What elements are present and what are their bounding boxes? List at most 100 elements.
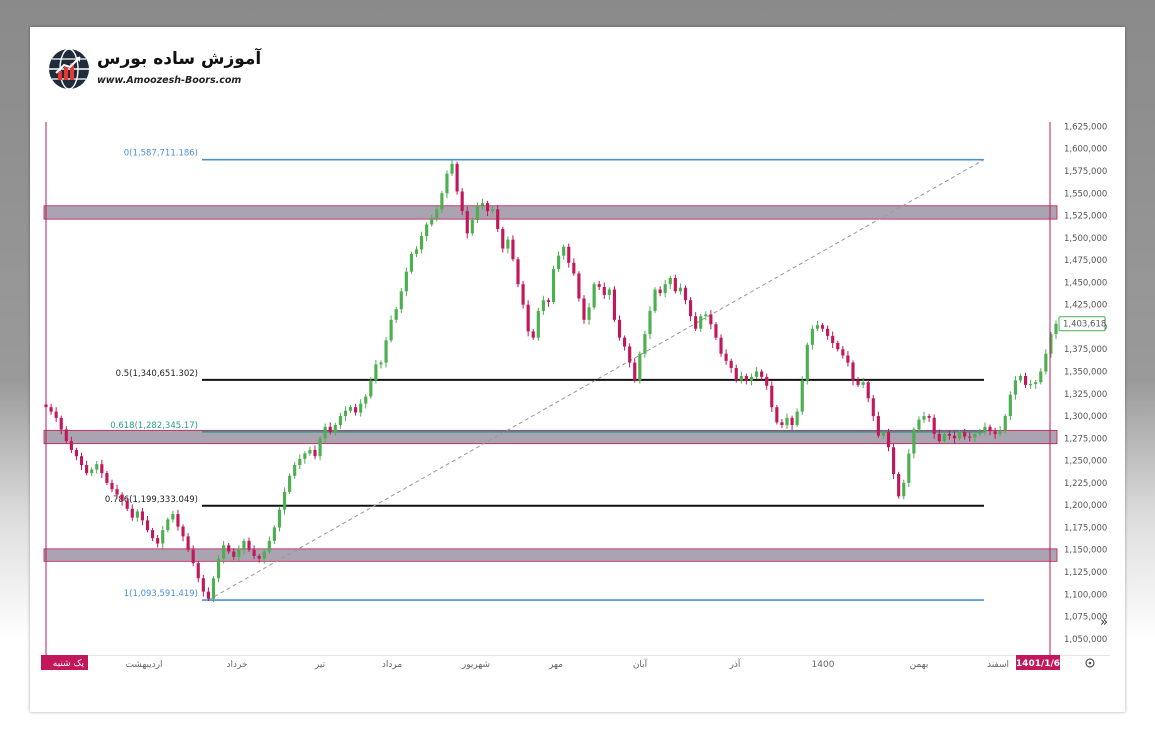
candlestick-series — [44, 159, 1058, 602]
double-chevron-right-icon[interactable]: » — [1100, 615, 1108, 630]
candle-body — [282, 491, 287, 510]
candle-body — [480, 203, 485, 206]
candle-body — [145, 520, 150, 531]
candle-body — [582, 298, 586, 320]
candle-body — [369, 380, 373, 397]
candle-body — [810, 328, 814, 345]
candle-body — [749, 376, 754, 381]
candle-body — [475, 205, 479, 221]
candle-body — [100, 464, 104, 474]
candle-body — [69, 441, 73, 450]
candle-body — [912, 429, 916, 454]
y-tick-label: 1,125,000 — [1064, 568, 1107, 578]
candle-body — [922, 416, 926, 420]
candle-body — [364, 396, 368, 404]
candle-body — [110, 482, 114, 490]
candle-body — [744, 375, 748, 381]
candle-body — [455, 163, 459, 192]
candle-body — [668, 277, 672, 285]
candle-body — [800, 380, 804, 412]
candle-body — [354, 407, 358, 413]
candle-body — [186, 536, 190, 550]
candle-body — [770, 385, 774, 408]
candle-body — [1003, 416, 1007, 431]
candle-body — [1044, 353, 1048, 372]
candle-body — [156, 538, 160, 544]
gear-center-icon — [1088, 661, 1092, 665]
candle-body — [917, 419, 921, 430]
candle-body — [633, 362, 637, 381]
candle-body — [572, 262, 576, 274]
candle-body — [541, 300, 545, 311]
candle-body — [394, 309, 398, 320]
candle-body — [841, 349, 845, 356]
candle-body — [267, 540, 271, 552]
candle-body — [587, 307, 591, 320]
candle-body — [694, 316, 698, 329]
candle-body — [729, 360, 733, 368]
support-resistance-zones — [43, 205, 1058, 562]
candle-body — [699, 316, 703, 329]
candle-body — [409, 253, 414, 272]
brand-name: آموزش ساده بورس — [97, 49, 262, 69]
scroll-right-button[interactable]: » — [1100, 615, 1108, 630]
y-tick-label: 1,575,000 — [1064, 167, 1107, 177]
candle-body — [176, 514, 180, 527]
candle-body — [511, 239, 515, 260]
candle-body — [623, 337, 627, 347]
candle-body — [196, 563, 200, 579]
candle-body — [1039, 371, 1043, 383]
chart-settings-button[interactable] — [1085, 658, 1095, 668]
y-tick-label: 1,225,000 — [1064, 479, 1107, 489]
candle-body — [445, 173, 449, 194]
candle-body — [359, 403, 363, 413]
candle-body — [998, 430, 1002, 434]
candle-body — [836, 343, 840, 350]
candle-body — [171, 514, 175, 520]
y-tick-label: 1,425,000 — [1064, 301, 1107, 311]
candle-body — [704, 314, 708, 317]
candle-body — [1034, 382, 1038, 384]
x-tick-label: شهریور — [461, 660, 490, 670]
candle-body — [673, 277, 677, 292]
candle-body — [973, 433, 977, 438]
candle-body — [820, 325, 825, 329]
candle-body — [135, 511, 139, 518]
candle-body — [557, 255, 561, 270]
candle-body — [491, 209, 495, 212]
x-tick-label: 1400 — [812, 660, 835, 670]
start-date-badge: یک شنبه — [41, 655, 88, 670]
candle-body — [125, 500, 129, 509]
candle-body — [303, 453, 307, 459]
candle-body — [526, 304, 530, 332]
last-price-badge: 1,403,618 — [1058, 316, 1106, 332]
candle-body — [892, 447, 896, 474]
end-date-label: 1401/1/6 — [1016, 659, 1060, 669]
candle-body — [861, 382, 865, 385]
candle-body — [683, 287, 688, 301]
candle-body — [947, 433, 951, 436]
candle-body — [242, 540, 246, 550]
candle-body — [161, 530, 165, 544]
end-date-badge: 1401/1/6 — [1016, 655, 1060, 670]
candle-body — [957, 432, 962, 439]
candle-body — [942, 433, 946, 442]
candle-body — [237, 549, 241, 557]
candle-body — [607, 289, 611, 295]
candle-body — [577, 273, 581, 299]
candle-body — [74, 449, 79, 457]
y-tick-label: 1,375,000 — [1064, 345, 1107, 355]
candle-body — [988, 426, 992, 432]
candle-body — [648, 310, 652, 335]
zone-2 — [43, 548, 1058, 562]
candle-body — [856, 380, 860, 385]
x-tick-label: بهمن — [910, 660, 929, 670]
candle-body — [785, 417, 789, 425]
candle-body — [907, 453, 911, 483]
candle-body — [338, 416, 342, 425]
start-date-box — [41, 655, 88, 670]
candle-body — [760, 371, 764, 377]
y-tick-label: 1,600,000 — [1064, 145, 1107, 155]
gear-icon[interactable] — [1085, 658, 1095, 668]
candle-body — [252, 549, 256, 556]
